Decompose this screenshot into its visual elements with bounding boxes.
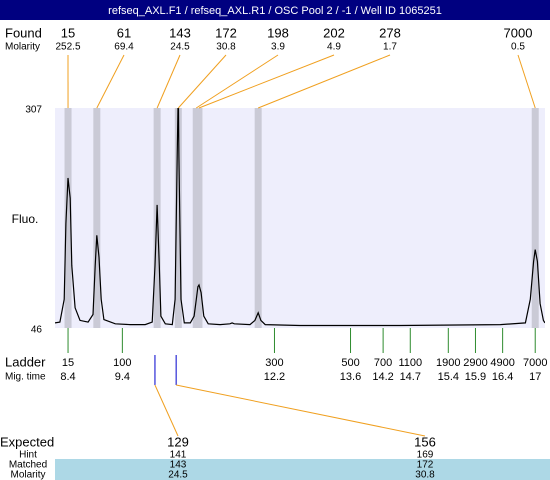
expected-label: Expected [0,434,54,449]
expected-connector [176,384,426,437]
ladder-size: 1100 [398,357,422,369]
ladder-time: 15.4 [438,371,459,383]
ladder-time: 8.4 [60,371,75,383]
found-label: Found [5,25,42,40]
ladder-size: 300 [265,357,283,369]
found-molarity: 252.5 [55,42,80,53]
ladder-size: 100 [113,357,131,369]
expected-size: 129 [167,434,189,449]
matched-size: 172 [417,460,434,471]
found-size: 15 [61,25,75,40]
mig-time-label: Mig. time [5,372,46,383]
matched-band [55,459,550,480]
expected-connector [154,384,179,437]
ladder-time: 12.2 [264,371,285,383]
peak-connector [198,54,335,109]
y-tick-label: 46 [31,325,43,336]
y-axis-label: Fluo. [12,212,39,226]
found-molarity: 1.7 [383,42,397,53]
peak-band [174,108,182,328]
matched-size: 143 [170,460,187,471]
ladder-label: Ladder [5,354,46,369]
peak-band [93,108,101,328]
peak-band [531,108,539,328]
expected-molarity-label: Molarity [10,470,45,480]
ladder-time: 9.4 [115,371,130,383]
expected-size: 156 [414,434,436,449]
ladder-time: 17 [529,371,541,383]
found-molarity: 69.4 [114,42,134,53]
hint-size: 141 [170,450,187,461]
expected-molarity: 24.5 [168,470,188,480]
found-size: 172 [215,25,237,40]
found-molarity: 0.5 [511,42,525,53]
found-molarity: 30.8 [216,42,236,53]
trace [55,108,545,327]
found-size: 198 [267,25,289,40]
peak-connector [96,54,125,109]
found-molarity: 4.9 [327,42,341,53]
title-bar [0,0,550,20]
peak-connector [177,54,227,109]
peak-connector [156,54,181,109]
trace-group [55,108,545,327]
ladder-size: 4900 [490,357,514,369]
peak-band [64,108,72,328]
ladder-time: 14.2 [372,371,393,383]
ladder-size: 2900 [463,357,487,369]
found-size: 7000 [504,25,533,40]
peak-band [254,108,262,328]
found-size: 143 [169,25,191,40]
ladder-time: 15.9 [465,371,486,383]
ladder-size: 700 [374,357,392,369]
molarity-label: Molarity [5,42,40,53]
peak-connector [257,54,391,109]
found-size: 278 [379,25,401,40]
hint-size: 169 [417,450,434,461]
peak-connector [195,54,279,109]
ladder-size: 7000 [523,357,547,369]
matched-label: Matched [9,460,47,471]
ladder-time: 14.7 [400,371,421,383]
hint-label: Hint [19,450,37,461]
y-tick-label: 307 [25,105,42,116]
ladder-size: 1900 [436,357,460,369]
found-size: 202 [323,25,345,40]
ladder-size: 500 [341,357,359,369]
peak-connector [517,54,536,109]
ladder-size: 15 [62,357,74,369]
found-molarity: 24.5 [170,42,190,53]
ladder-time: 13.6 [340,371,361,383]
found-size: 61 [117,25,131,40]
ladder-time: 16.4 [492,371,513,383]
expected-molarity: 30.8 [415,470,435,480]
title: refseq_AXL.F1 / refseq_AXL.R1 / OSC Pool… [108,5,442,17]
found-molarity: 3.9 [271,42,285,53]
plot-area [55,108,545,328]
peak-band [195,108,203,328]
